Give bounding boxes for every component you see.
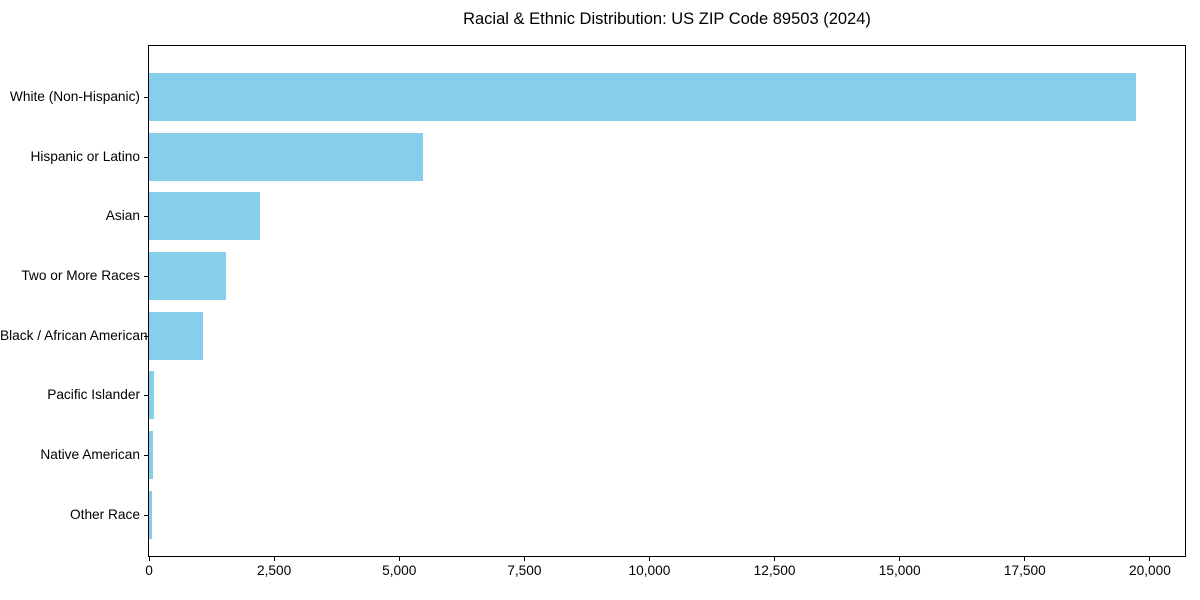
bar (149, 251, 227, 300)
y-tick-label: Black / African American (0, 327, 148, 343)
bar (149, 430, 153, 479)
x-tick-mark (1149, 557, 1151, 561)
x-tick-label: 0 (145, 563, 153, 578)
bar (149, 132, 423, 181)
bar (149, 311, 203, 360)
y-tick-mark (144, 97, 148, 98)
x-tick-label: 7,500 (507, 563, 542, 578)
bar (149, 490, 152, 539)
x-tick-label: 12,500 (753, 563, 796, 578)
x-tick-mark (273, 557, 275, 561)
x-tick-label: 15,000 (878, 563, 921, 578)
x-tick-mark (774, 557, 776, 561)
y-tick-mark (144, 454, 148, 456)
x-tick-label: 17,500 (1003, 563, 1046, 578)
y-tick-mark (144, 275, 148, 277)
y-tick-label: Hispanic or Latino (30, 148, 140, 164)
x-tick-label: 2,500 (256, 563, 292, 578)
y-tick-label: Native American (40, 446, 140, 462)
y-tick-label: Other Race (70, 506, 140, 522)
y-tick-label: Asian (105, 208, 140, 224)
y-tick-label: Pacific Islander (47, 387, 140, 403)
x-tick-label: 5,000 (382, 563, 417, 578)
x-tick-mark (899, 557, 901, 561)
x-tick-label: 20,000 (1129, 563, 1171, 578)
y-tick-mark (144, 156, 148, 158)
bar (149, 73, 1137, 121)
chart-title: Racial & Ethnic Distribution: US ZIP Cod… (463, 10, 871, 28)
x-tick-mark (398, 557, 400, 561)
y-tick-mark (144, 216, 148, 218)
bar (149, 371, 154, 420)
y-tick-mark (144, 514, 148, 516)
x-tick-label: 10,000 (628, 563, 671, 578)
bar (149, 192, 261, 241)
y-tick-mark (144, 395, 148, 397)
x-tick-mark (148, 557, 150, 561)
x-tick-mark (1024, 557, 1026, 561)
plot-area: 0 2,500 5,000 7,500 10,000 12,500 15,000 17,500… (144, 45, 1186, 578)
x-tick-mark (523, 557, 525, 561)
y-tick-label: White (Non-Hispanic) (9, 89, 140, 104)
y-tick-label: Two or More Races (21, 267, 140, 283)
y-tick-mark (144, 335, 148, 337)
x-tick-mark (648, 557, 650, 561)
